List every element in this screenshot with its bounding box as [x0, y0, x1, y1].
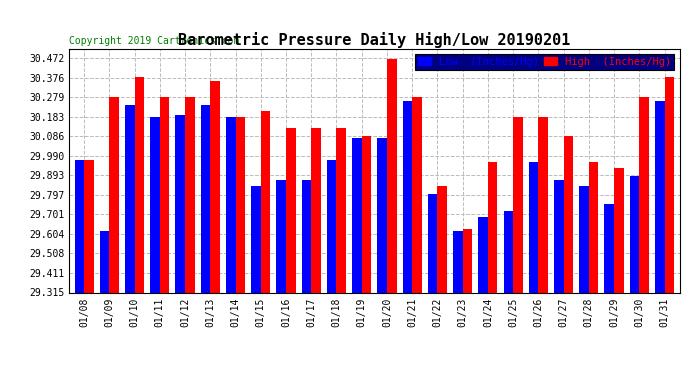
Bar	[453, 231, 462, 375]
Bar	[286, 128, 295, 375]
Bar	[564, 136, 573, 375]
Bar	[538, 117, 548, 375]
Bar	[125, 105, 135, 375]
Bar	[614, 168, 624, 375]
Bar	[428, 194, 437, 375]
Bar	[302, 180, 311, 375]
Bar	[100, 231, 110, 375]
Bar	[554, 180, 564, 375]
Bar	[604, 204, 614, 375]
Bar	[210, 81, 220, 375]
Bar	[362, 136, 371, 375]
Bar	[412, 97, 422, 375]
Text: Copyright 2019 Cartronics.com: Copyright 2019 Cartronics.com	[69, 36, 239, 46]
Title: Barometric Pressure Daily High/Low 20190201: Barometric Pressure Daily High/Low 20190…	[178, 32, 571, 48]
Bar	[589, 162, 598, 375]
Bar	[261, 111, 270, 375]
Bar	[135, 77, 144, 375]
Bar	[402, 101, 412, 375]
Bar	[185, 97, 195, 375]
Bar	[201, 105, 210, 375]
Bar	[160, 97, 170, 375]
Bar	[277, 180, 286, 375]
Bar	[110, 97, 119, 375]
Bar	[226, 117, 235, 375]
Bar	[311, 128, 321, 375]
Bar	[437, 186, 447, 375]
Bar	[337, 128, 346, 375]
Bar	[488, 162, 497, 375]
Bar	[664, 77, 674, 375]
Bar	[235, 117, 245, 375]
Bar	[84, 160, 94, 375]
Bar	[579, 186, 589, 375]
Legend: Low  (Inches/Hg), High  (Inches/Hg): Low (Inches/Hg), High (Inches/Hg)	[415, 54, 674, 70]
Bar	[513, 117, 523, 375]
Bar	[251, 186, 261, 375]
Bar	[175, 116, 185, 375]
Bar	[462, 229, 472, 375]
Bar	[630, 176, 639, 375]
Bar	[639, 97, 649, 375]
Bar	[377, 138, 387, 375]
Bar	[529, 162, 538, 375]
Bar	[387, 58, 397, 375]
Bar	[352, 138, 362, 375]
Bar	[327, 160, 337, 375]
Bar	[75, 160, 84, 375]
Bar	[504, 210, 513, 375]
Bar	[150, 117, 160, 375]
Bar	[655, 101, 664, 375]
Bar	[478, 217, 488, 375]
